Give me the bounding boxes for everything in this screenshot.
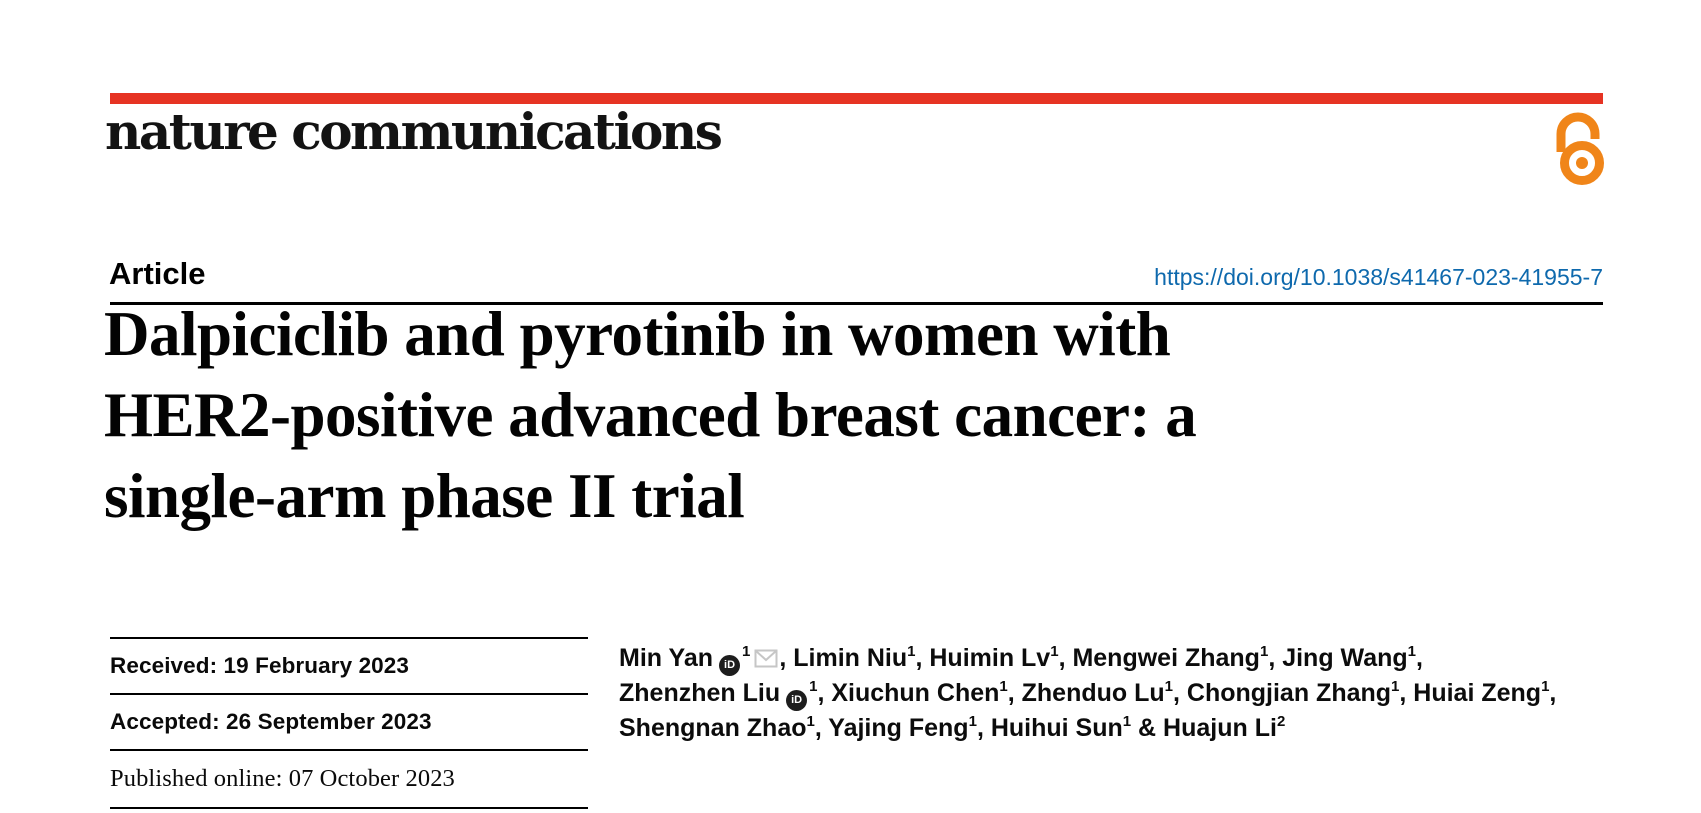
author-name-text: Min Yan	[619, 644, 714, 672]
accepted-date: Accepted: 26 September 2023	[110, 695, 588, 751]
paper-title-line: Dalpiciclib and pyrotinib in women with	[104, 299, 1171, 369]
published-online-date: Published online: 07 October 2023	[110, 751, 588, 809]
doi-link[interactable]: https://doi.org/10.1038/s41467-023-41955…	[1154, 264, 1603, 290]
author-affiliation-superscript: 1	[1541, 678, 1550, 695]
author-affiliation-superscript: 1	[1391, 678, 1400, 695]
author-affiliation-superscript: 1	[1050, 643, 1059, 660]
author-affiliation-superscript: 1	[968, 713, 977, 730]
author-line: Shengnan Zhao1, Yajing Feng1, Huihui Sun…	[619, 711, 1624, 746]
journal-logo: nature communications	[105, 102, 723, 161]
author-name-text: , Limin Niu	[779, 644, 908, 672]
author-affiliation-superscript: 1	[1407, 643, 1416, 660]
author-name-text: , Jing Wang	[1268, 644, 1408, 672]
author-name-text: , Mengwei Zhang	[1058, 644, 1260, 672]
author-name-text: , Yajing Feng	[814, 714, 969, 742]
article-type-label: Article	[109, 256, 206, 291]
author-name-text: , Xiuchun Chen	[817, 679, 1000, 707]
author-affiliation-superscript: 1	[1164, 678, 1174, 695]
received-date: Received: 19 February 2023	[110, 639, 588, 695]
author-name-text: , Huiai Zeng	[1399, 679, 1542, 707]
author-affiliation-superscript: 1	[742, 643, 751, 660]
author-affiliation-superscript: 1	[806, 713, 815, 730]
author-name-text: , Huimin Lv	[915, 644, 1051, 672]
brand-rule	[110, 93, 1603, 104]
author-name-text: & Huajun Li	[1131, 714, 1277, 742]
author-affiliation-superscript: 1	[1259, 643, 1269, 660]
author-name-text: Shengnan Zhao	[619, 714, 807, 742]
orcid-icon[interactable]: iD	[719, 655, 741, 676]
author-list: Min Yan iD1, Limin Niu1, Huimin Lv1, Meng…	[619, 641, 1624, 746]
paper-title-line: HER2-positive advanced breast cancer: a	[104, 380, 1197, 450]
paper-title-line: single-arm phase II trial	[104, 461, 745, 531]
author-name-text: Zhenzhen Liu	[619, 679, 781, 707]
envelope-icon[interactable]	[754, 649, 778, 668]
author-affiliation-superscript: 1	[1122, 713, 1132, 730]
author-affiliation-superscript: 1	[999, 678, 1008, 695]
author-affiliation-superscript: 2	[1276, 713, 1286, 730]
history-panel: Received: 19 February 2023 Accepted: 26 …	[110, 637, 588, 809]
author-line: Zhenzhen Liu iD1, Xiuchun Chen1, Zhenduo …	[619, 676, 1624, 711]
author-affiliation-superscript: 1	[907, 643, 916, 660]
open-access-lock-icon	[1556, 112, 1604, 185]
author-line: Min Yan iD1, Limin Niu1, Huimin Lv1, Meng…	[619, 641, 1624, 676]
author-name-text: , Chongjian Zhang	[1173, 679, 1392, 707]
title-divider	[110, 302, 1603, 305]
orcid-icon[interactable]: iD	[786, 690, 808, 711]
author-name-text: , Huihui Sun	[976, 714, 1123, 742]
author-affiliation-superscript: 1	[809, 678, 818, 695]
author-name-text: ,	[1549, 679, 1557, 707]
author-name-text: ,	[1416, 644, 1423, 672]
author-name-text: , Zhenduo Lu	[1007, 679, 1165, 707]
paper-title: Dalpiciclib and pyrotinib in women with H…	[104, 294, 1504, 537]
